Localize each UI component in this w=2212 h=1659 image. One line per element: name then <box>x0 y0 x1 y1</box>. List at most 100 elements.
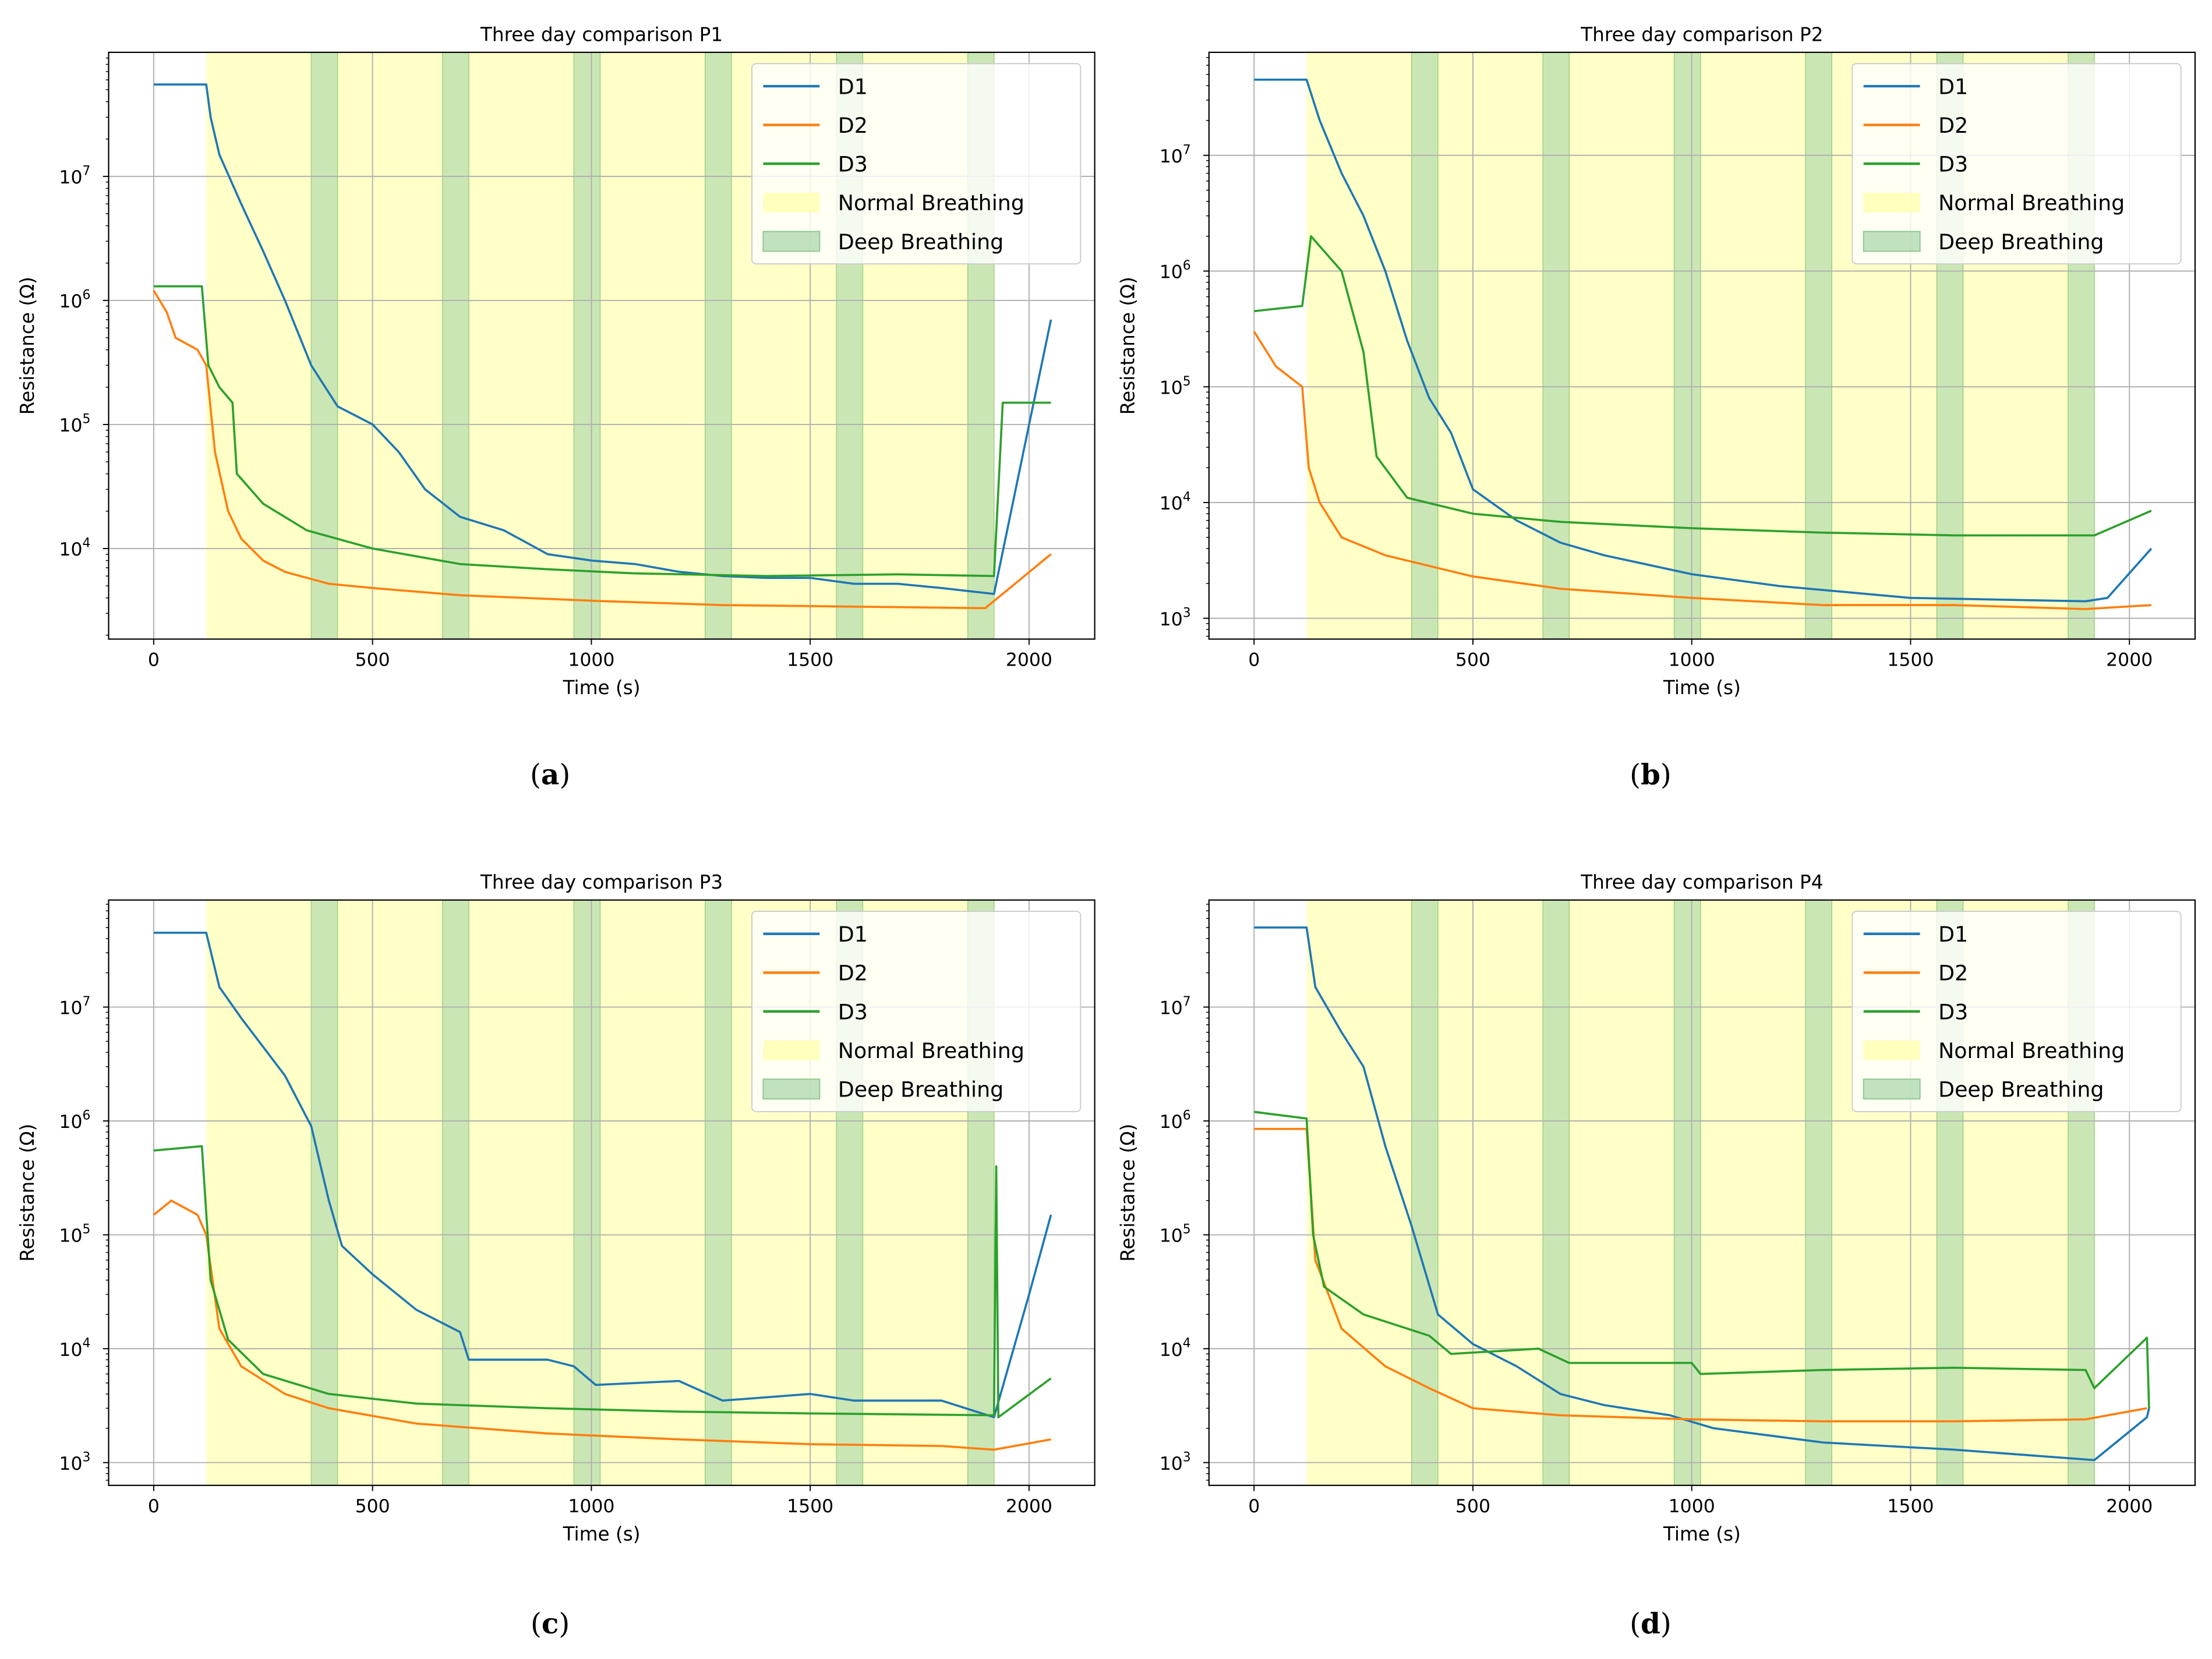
x-tick-label: 1500 <box>787 650 833 671</box>
y-axis-label: Resistance (Ω) <box>1116 277 1139 415</box>
legend-swatch-normal <box>763 192 820 213</box>
chart-title: Three day comparison P3 <box>480 871 723 893</box>
deep-breathing-span <box>442 899 469 1486</box>
x-tick-label: 500 <box>1455 1496 1490 1517</box>
legend-label-normal: Normal Breathing <box>838 190 1024 215</box>
x-tick-label: 500 <box>355 650 390 671</box>
x-axis-label: Time (s) <box>1663 677 1741 699</box>
deep-breathing-span <box>705 899 732 1486</box>
deep-breathing-span <box>1805 899 1832 1486</box>
x-axis-label: Time (s) <box>563 677 641 699</box>
deep-breathing-span <box>310 899 338 1486</box>
series-line-d2 <box>153 1199 1051 1451</box>
legend-swatch-normal <box>1863 1040 1920 1060</box>
deep-breathing-span <box>1411 899 1439 1486</box>
legend-label-d3: D3 <box>1938 152 1968 177</box>
series-group <box>1254 926 2150 1462</box>
legend-label-deep: Deep Breathing <box>1938 229 2104 254</box>
chart-title: Three day comparison P1 <box>480 23 723 45</box>
deep-breathing-span <box>1542 899 1570 1486</box>
y-tick-label: 104 <box>1160 1336 1191 1361</box>
x-tick-label: 0 <box>148 1496 160 1517</box>
deep-breathing-span <box>1542 52 1570 640</box>
series-line-d2 <box>1253 331 2151 610</box>
legend: D1 D2 D3 Normal Breathing Deep Breathing <box>751 911 1082 1112</box>
y-axis-label: Resistance (Ω) <box>1116 1124 1139 1262</box>
x-axis-label: Time (s) <box>1663 1523 1741 1545</box>
chart-panel-a: 0 500 1000 1500 2000 104 105 106 107 Three day co… <box>16 23 1096 791</box>
x-tick-label: 500 <box>1455 650 1490 671</box>
deep-breathing-span <box>573 52 601 640</box>
legend-box <box>751 63 1082 265</box>
legend-swatch-deep <box>1863 1078 1921 1100</box>
y-tick-label: 106 <box>1160 259 1191 283</box>
legend-label-d1: D1 <box>1938 922 1968 947</box>
y-tick-label: 104 <box>1160 490 1191 515</box>
y-tick-label: 103 <box>59 1450 90 1474</box>
x-tick-label: 1000 <box>568 1496 614 1517</box>
y-tick-label: 107 <box>1160 995 1191 1019</box>
deep-breathing-span <box>1805 52 1832 640</box>
x-tick-label: 1500 <box>1887 650 1934 671</box>
series-line-d2 <box>153 290 1052 610</box>
series-line-d3 <box>154 285 1051 578</box>
x-tick-label: 0 <box>148 650 160 671</box>
y-tick-label: 104 <box>59 1336 90 1361</box>
series-line-d3 <box>1254 1110 2150 1409</box>
legend-label-d2: D2 <box>1938 113 1968 138</box>
legend-label-deep: Deep Breathing <box>1938 1077 2104 1102</box>
legend-label-d3: D3 <box>838 152 868 177</box>
y-tick-label: 107 <box>1160 143 1191 167</box>
legend-label-deep: Deep Breathing <box>838 229 1003 254</box>
subfigure-caption: (b) <box>1630 759 1672 791</box>
chart-panel-d: 0 500 1000 1500 2000 103 104 105 106 107 Three day… <box>1116 871 2196 1640</box>
legend-swatch-deep <box>762 1078 821 1100</box>
x-tick-label: 1500 <box>787 1496 833 1517</box>
subfigure-caption: (a) <box>530 759 570 791</box>
x-tick-label: 2000 <box>2106 1496 2153 1517</box>
x-tick-label: 2000 <box>1006 650 1052 671</box>
chart-panel-b: 0 500 1000 1500 2000 103 104 105 106 107 Three day… <box>1116 23 2196 791</box>
legend-label-d2: D2 <box>838 961 868 986</box>
legend-label-d1: D1 <box>1938 74 1968 99</box>
legend-box <box>1851 911 2182 1112</box>
legend-label-d1: D1 <box>838 74 868 99</box>
subfigure-caption: (c) <box>531 1608 570 1640</box>
x-axis-label: Time (s) <box>563 1523 641 1545</box>
deep-breathing-span <box>1673 52 1701 640</box>
subfigure-caption: (d) <box>1630 1608 1672 1640</box>
legend-swatch-normal <box>1863 192 1920 213</box>
deep-breathing-span <box>442 52 469 640</box>
axes-frame <box>1208 51 2196 640</box>
x-tick-label: 500 <box>355 1496 390 1517</box>
y-tick-label: 106 <box>59 1109 90 1133</box>
deep-breathing-span <box>573 899 601 1486</box>
legend-label-normal: Normal Breathing <box>1938 190 2125 215</box>
legend-label-d3: D3 <box>838 999 868 1024</box>
legend-label-deep: Deep Breathing <box>838 1077 1003 1102</box>
legend-label-normal: Normal Breathing <box>838 1038 1024 1063</box>
y-tick-label: 103 <box>1160 606 1191 630</box>
chart-title: Three day comparison P4 <box>1580 871 1823 893</box>
series-line-d3 <box>153 1145 1052 1419</box>
legend-swatch-deep <box>1863 231 1921 252</box>
legend-label-d3: D3 <box>1938 999 1968 1024</box>
x-tick-label: 1500 <box>1887 1496 1934 1517</box>
deep-breathing-span <box>705 52 732 640</box>
legend-swatch-deep <box>762 231 821 252</box>
y-tick-label: 105 <box>59 1222 90 1247</box>
legend-label-d1: D1 <box>838 922 868 947</box>
chart-title: Three day comparison P2 <box>1580 23 1823 45</box>
x-tick-label: 1000 <box>568 650 614 671</box>
legend-box <box>751 911 1082 1112</box>
axes-frame <box>108 899 1096 1486</box>
series-line-d2 <box>1254 1127 2147 1423</box>
legend-label-d2: D2 <box>838 113 868 138</box>
legend-box <box>1851 63 2182 265</box>
y-tick-label: 105 <box>59 412 90 437</box>
series-line-d1 <box>1254 926 2150 1462</box>
x-tick-label: 2000 <box>2106 650 2153 671</box>
series-line-d1 <box>154 83 1052 595</box>
